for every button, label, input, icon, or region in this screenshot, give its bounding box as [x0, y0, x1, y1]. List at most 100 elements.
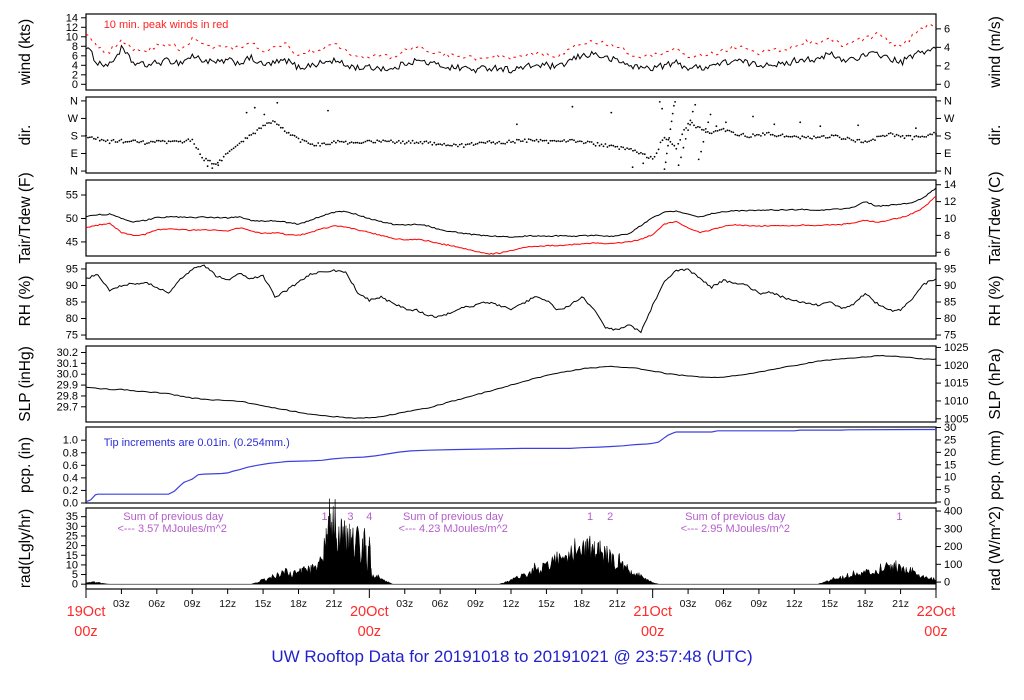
ytick-left-rad: 20 — [66, 540, 78, 552]
day-label: 22Oct — [917, 604, 956, 620]
ylabel-left-wind: wind (kts) — [17, 19, 34, 86]
annotation-rad: <--- 4.23 MJoules/m^2 — [398, 523, 507, 535]
ytick-right-slp: 1025 — [944, 342, 968, 354]
ytick-left-rad: 25 — [66, 530, 78, 542]
ytick-right-wind: 0 — [944, 79, 950, 91]
ytick-right-temp: 6 — [944, 247, 950, 259]
annotation-rad: 4 — [366, 511, 372, 523]
day-label-z: 00z — [641, 624, 664, 640]
ytick-left-dir: E — [71, 148, 78, 160]
ytick-left-wind: 4 — [72, 60, 78, 72]
ytick-right-rad: 100 — [944, 559, 962, 571]
ytick-right-dir: N — [944, 166, 952, 178]
ytick-right-rh: 95 — [944, 263, 956, 275]
ytick-right-rad: 300 — [944, 523, 962, 535]
annotation-rad: Sum of previous day — [685, 511, 786, 523]
chart-title: UW Rooftop Data for 20191018 to 20191021… — [271, 647, 753, 666]
ytick-left-wind: 12 — [66, 22, 78, 34]
xtick-label: 18z — [857, 598, 874, 610]
xtick-label: 09z — [184, 598, 201, 610]
xtick-label: 06z — [148, 598, 165, 610]
xtick-label: 15z — [821, 598, 838, 610]
xtick-label: 09z — [750, 598, 767, 610]
xtick-label: 21z — [325, 598, 342, 610]
ytick-left-rad: 35 — [66, 511, 78, 523]
ytick-right-dir: N — [944, 95, 952, 107]
ytick-right-dir: S — [944, 130, 951, 142]
ytick-left-dir: N — [70, 166, 78, 178]
ytick-left-rad: 5 — [72, 569, 78, 581]
ytick-left-dir: S — [71, 130, 78, 142]
xtick-label: 15z — [255, 598, 272, 610]
xtick-label: 03z — [113, 598, 130, 610]
ytick-left-slp: 29.8 — [57, 390, 78, 402]
annotation-rad: <--- 3.57 MJoules/m^2 — [117, 523, 226, 535]
xtick-label: 03z — [396, 598, 413, 610]
panel-rh: 75 80 85 90 95 75 80 85 90 95 RH (%) RH (%) — [17, 262, 1004, 342]
ytick-left-rh: 95 — [66, 263, 78, 275]
ytick-left-temp: 50 — [66, 213, 78, 225]
series-cumulative-precip-in — [85, 428, 937, 503]
ylabel-right-wind: wind (m/s) — [987, 16, 1004, 88]
day-label: 20Oct — [350, 604, 389, 620]
ytick-left-pcp: 0.0 — [63, 498, 78, 510]
xtick-label: 06z — [432, 598, 449, 610]
ytick-right-rad: 400 — [944, 506, 962, 518]
ytick-left-slp: 29.7 — [57, 401, 78, 413]
annotation-pcp: Tip increments are 0.01in. (0.254mm.) — [104, 437, 290, 449]
xtick-label: 03z — [680, 598, 697, 610]
ylabel-left-rh: RH (%) — [17, 276, 34, 327]
ytick-left-wind: 0 — [72, 79, 78, 91]
ytick-right-pcp: 5 — [944, 484, 950, 496]
ytick-left-wind: 10 — [66, 31, 78, 43]
ytick-left-wind: 2 — [72, 69, 78, 81]
annotation-rad: Sum of previous day — [403, 511, 504, 523]
annotation-rad: 2 — [607, 511, 613, 523]
annotation-rad: 1 — [321, 511, 327, 523]
ytick-right-dir: W — [944, 113, 955, 125]
ytick-left-rad: 30 — [66, 521, 78, 533]
ylabel-left-pcp: pcp. (in) — [17, 437, 34, 493]
ytick-right-wind: 4 — [944, 42, 950, 54]
ytick-right-rh: 85 — [944, 296, 956, 308]
ytick-right-wind: 6 — [944, 23, 950, 35]
ytick-right-slp: 1010 — [944, 395, 968, 407]
ytick-right-dir: E — [944, 148, 951, 160]
ytick-right-pcp: 10 — [944, 472, 956, 484]
ytick-left-temp: 45 — [66, 236, 78, 248]
annotation-wind: 10 min. peak winds in red — [104, 19, 229, 31]
xtick-label: 06z — [715, 598, 732, 610]
ytick-left-rh: 85 — [66, 296, 78, 308]
ytick-left-slp: 29.9 — [57, 380, 78, 392]
ylabel-right-dir: dir. — [987, 125, 1004, 146]
ylabel-right-temp: Tair/Tdew (C) — [987, 171, 1004, 264]
day-label-z: 00z — [74, 624, 97, 640]
ytick-right-rh: 75 — [944, 330, 956, 342]
ytick-right-slp: 1005 — [944, 413, 968, 425]
xtick-label: 21z — [892, 598, 909, 610]
xtick-label: 12z — [786, 598, 803, 610]
xtick-label: 18z — [573, 598, 590, 610]
panel-slp: 29.729.829.930.030.130.2 1005 1010 1015 1020… — [17, 342, 1004, 425]
ytick-left-rh: 90 — [66, 280, 78, 292]
ytick-left-slp: 30.2 — [57, 347, 78, 359]
ytick-left-pcp: 0.2 — [63, 485, 78, 497]
ytick-left-pcp: 0.4 — [63, 472, 78, 484]
ytick-left-rh: 80 — [66, 313, 78, 325]
series-Tdew-F — [85, 195, 937, 255]
ytick-left-pcp: 0.6 — [63, 460, 78, 472]
xtick-label: 15z — [538, 598, 555, 610]
ylabel-right-slp: SLP (hPa) — [987, 348, 1004, 419]
ytick-right-pcp: 20 — [944, 447, 956, 459]
ytick-left-temp: 55 — [66, 190, 78, 202]
ylabel-right-rad: rad (W/m^2) — [987, 506, 1004, 591]
x-axis: 03z 06z 09z 12z 15z 18z 21z 03z 06z 09z 12z 15z 18z 2… — [67, 589, 956, 640]
ytick-right-temp: 14 — [944, 179, 956, 191]
xtick-label: 21z — [609, 598, 626, 610]
